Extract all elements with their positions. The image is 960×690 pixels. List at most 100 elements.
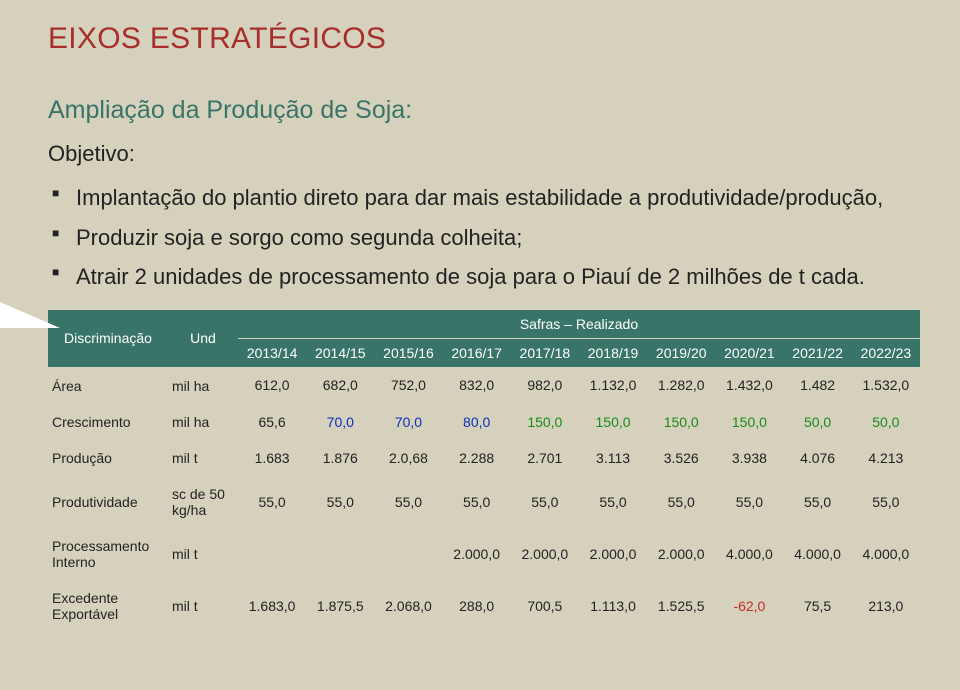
th-safras: Safras – Realizado — [238, 310, 920, 339]
cell-value: 4.076 — [784, 440, 852, 476]
cell-value: 55,0 — [374, 476, 442, 528]
table-row: Produtividadesc de 50 kg/ha55,055,055,05… — [48, 476, 920, 528]
bullet-item: Produzir soja e sorgo como segunda colhe… — [52, 223, 920, 253]
th-year: 2015/16 — [374, 339, 442, 368]
cell-value: 75,5 — [784, 580, 852, 632]
cell-value: 1.282,0 — [647, 367, 715, 404]
corner-wedge — [0, 302, 60, 328]
cell-value: 1.875,5 — [306, 580, 374, 632]
table-body: Áreamil ha612,0682,0752,0832,0982,01.132… — [48, 367, 920, 632]
cell-value: 2.288 — [443, 440, 511, 476]
cell-value: 50,0 — [784, 404, 852, 440]
row-unit: sc de 50 kg/ha — [168, 476, 238, 528]
cell-value — [306, 528, 374, 580]
cell-value: 3.526 — [647, 440, 715, 476]
cell-value: 1.532,0 — [852, 367, 920, 404]
sub-title: Ampliação da Produção de Soja: — [48, 96, 920, 125]
cell-value: 70,0 — [306, 404, 374, 440]
row-unit: mil t — [168, 580, 238, 632]
table-row: Processamento Internomil t2.000,02.000,0… — [48, 528, 920, 580]
cell-value: 2.000,0 — [579, 528, 647, 580]
cell-value: 4.213 — [852, 440, 920, 476]
cell-value: 752,0 — [374, 367, 442, 404]
cell-value: 288,0 — [443, 580, 511, 632]
th-discriminacao: Discriminação — [48, 310, 168, 367]
cell-value: 3.938 — [715, 440, 783, 476]
cell-value — [374, 528, 442, 580]
cell-value: 70,0 — [374, 404, 442, 440]
cell-value: -62,0 — [715, 580, 783, 632]
row-label: Área — [48, 367, 168, 404]
cell-value: 2.000,0 — [647, 528, 715, 580]
cell-value: 1.132,0 — [579, 367, 647, 404]
cell-value: 2.000,0 — [511, 528, 579, 580]
th-year: 2021/22 — [784, 339, 852, 368]
table-row: Crescimentomil ha65,670,070,080,0150,015… — [48, 404, 920, 440]
bullet-item: Atrair 2 unidades de processamento de so… — [52, 262, 920, 292]
cell-value: 682,0 — [306, 367, 374, 404]
cell-value: 4.000,0 — [852, 528, 920, 580]
cell-value: 2.000,0 — [443, 528, 511, 580]
cell-value: 1.113,0 — [579, 580, 647, 632]
row-label: Produtividade — [48, 476, 168, 528]
cell-value: 2.068,0 — [374, 580, 442, 632]
cell-value: 213,0 — [852, 580, 920, 632]
cell-value: 3.113 — [579, 440, 647, 476]
cell-value: 50,0 — [852, 404, 920, 440]
cell-value: 1.876 — [306, 440, 374, 476]
th-year: 2017/18 — [511, 339, 579, 368]
row-label: Crescimento — [48, 404, 168, 440]
th-und: Und — [168, 310, 238, 367]
cell-value: 4.000,0 — [715, 528, 783, 580]
cell-value: 1.482 — [784, 367, 852, 404]
th-year: 2016/17 — [443, 339, 511, 368]
th-year: 2014/15 — [306, 339, 374, 368]
th-year: 2019/20 — [647, 339, 715, 368]
cell-value: 55,0 — [852, 476, 920, 528]
cell-value: 2.701 — [511, 440, 579, 476]
cell-value: 150,0 — [579, 404, 647, 440]
th-year: 2020/21 — [715, 339, 783, 368]
row-unit: mil t — [168, 440, 238, 476]
objective-label: Objetivo: — [48, 141, 920, 167]
row-unit: mil t — [168, 528, 238, 580]
row-label: Excedente Exportável — [48, 580, 168, 632]
bullet-list: Implantação do plantio direto para dar m… — [52, 183, 920, 292]
row-label: Processamento Interno — [48, 528, 168, 580]
cell-value: 55,0 — [511, 476, 579, 528]
cell-value: 700,5 — [511, 580, 579, 632]
data-table: Discriminação Und Safras – Realizado 201… — [48, 310, 920, 632]
cell-value: 55,0 — [238, 476, 306, 528]
th-year: 2013/14 — [238, 339, 306, 368]
cell-value: 982,0 — [511, 367, 579, 404]
cell-value: 55,0 — [715, 476, 783, 528]
page-container: EIXOS ESTRATÉGICOS Ampliação da Produção… — [0, 0, 960, 652]
cell-value: 55,0 — [443, 476, 511, 528]
table-row: Excedente Exportávelmil t1.683,01.875,52… — [48, 580, 920, 632]
main-title: EIXOS ESTRATÉGICOS — [48, 22, 920, 56]
cell-value: 150,0 — [511, 404, 579, 440]
cell-value: 1.432,0 — [715, 367, 783, 404]
cell-value: 80,0 — [443, 404, 511, 440]
cell-value: 612,0 — [238, 367, 306, 404]
th-year: 2022/23 — [852, 339, 920, 368]
cell-value: 150,0 — [715, 404, 783, 440]
cell-value: 2.0,68 — [374, 440, 442, 476]
row-unit: mil ha — [168, 404, 238, 440]
cell-value: 55,0 — [784, 476, 852, 528]
cell-value: 55,0 — [579, 476, 647, 528]
cell-value: 150,0 — [647, 404, 715, 440]
cell-value: 4.000,0 — [784, 528, 852, 580]
table-row: Áreamil ha612,0682,0752,0832,0982,01.132… — [48, 367, 920, 404]
cell-value: 55,0 — [647, 476, 715, 528]
row-label: Produção — [48, 440, 168, 476]
bullet-item: Implantação do plantio direto para dar m… — [52, 183, 920, 213]
th-year: 2018/19 — [579, 339, 647, 368]
cell-value: 1.525,5 — [647, 580, 715, 632]
cell-value: 1.683 — [238, 440, 306, 476]
cell-value: 1.683,0 — [238, 580, 306, 632]
cell-value: 65,6 — [238, 404, 306, 440]
cell-value: 832,0 — [443, 367, 511, 404]
row-unit: mil ha — [168, 367, 238, 404]
cell-value: 55,0 — [306, 476, 374, 528]
